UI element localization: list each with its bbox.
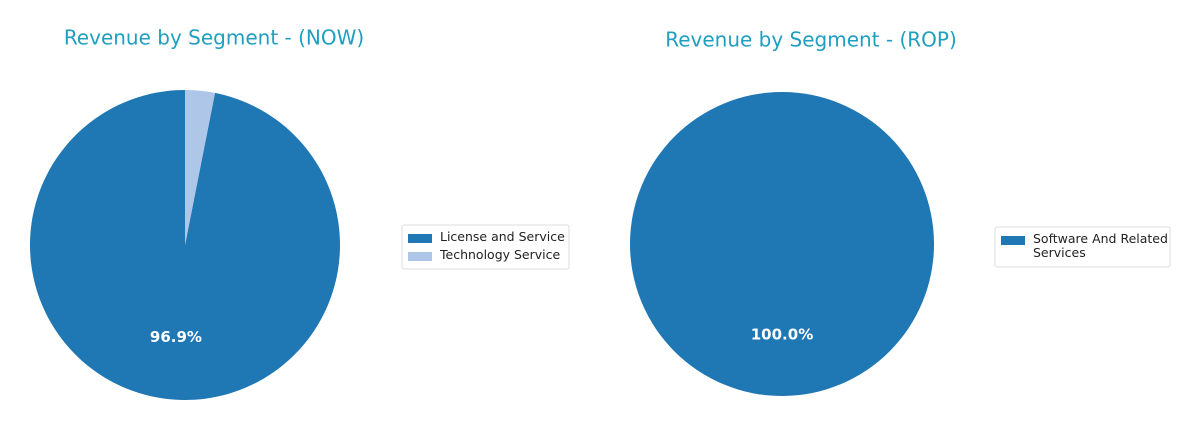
legend-box (994, 226, 1171, 268)
legend: Software And Related Services (994, 226, 1171, 268)
pie-slice (630, 92, 934, 396)
legend-label: Software And Related Services (1033, 232, 1168, 260)
legend-swatch (408, 252, 432, 261)
legend-entry: Technology Service (440, 248, 561, 262)
legend-entry: Software And Related Services (1033, 232, 1168, 260)
legend-label: License and Service (440, 230, 565, 244)
legend-swatch (408, 234, 432, 243)
legend: License and Service Technology Service (401, 224, 570, 270)
chart-title: Revenue by Segment - (NOW) (64, 26, 364, 50)
pie-slice (185, 90, 216, 245)
pie-slice (30, 90, 340, 400)
legend-entry: License and Service (440, 230, 565, 244)
legend-swatch (1001, 236, 1025, 245)
slice-label: 96.9% (150, 328, 202, 346)
slice-label: 100.0% (751, 326, 813, 344)
chart-title: Revenue by Segment - (ROP) (665, 28, 957, 52)
legend-label: Technology Service (440, 248, 561, 262)
legend-box (401, 224, 570, 270)
